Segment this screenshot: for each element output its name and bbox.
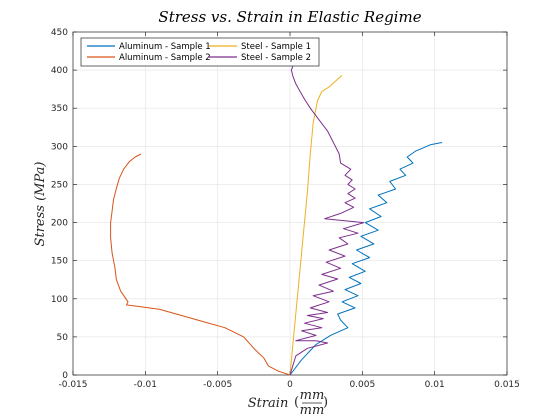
chart-title: Stress vs. Strain in Elastic Regime xyxy=(158,8,421,26)
x-tick-label: -0.01 xyxy=(134,380,157,390)
series-layer xyxy=(110,66,442,376)
x-tick-label: 0 xyxy=(287,380,293,390)
y-tick-label: 250 xyxy=(51,180,68,190)
y-tick-label: 100 xyxy=(51,295,68,305)
y-tick-label: 200 xyxy=(51,219,68,229)
legend: Aluminum - Sample 1 Steel - Sample 1 Alumi… xyxy=(80,37,320,67)
y-axis-label: Stress (MPa) xyxy=(33,162,48,247)
x-tick-label: -0.005 xyxy=(203,380,232,390)
legend-entry: Steel - Sample 1 xyxy=(241,42,311,52)
x-axis-label-paren-open: ( xyxy=(294,395,299,410)
x-tick-label: -0.015 xyxy=(58,380,87,390)
y-tick-label: 50 xyxy=(57,333,69,343)
x-tick-label: 0.01 xyxy=(425,380,445,390)
x-axis-label-paren-close: ) xyxy=(323,395,328,410)
x-axis-label-numerator: mm xyxy=(300,388,325,403)
x-axis-label-text: Strain xyxy=(248,396,289,411)
y-tick-label: 350 xyxy=(51,104,68,114)
legend-entry: Aluminum - Sample 2 xyxy=(119,53,211,63)
x-tick-label: 0.015 xyxy=(494,380,520,390)
legend-entry: Aluminum - Sample 1 xyxy=(119,42,211,52)
y-tick-label: 400 xyxy=(51,66,68,76)
x-axis-label: Strain ( mm mm ) xyxy=(248,388,328,418)
series-line-1 xyxy=(289,142,442,376)
series-line-3 xyxy=(289,75,343,376)
y-tick-label: 0 xyxy=(62,371,68,381)
y-tick-label: 300 xyxy=(51,142,68,152)
x-axis-label-denominator: mm xyxy=(300,403,325,418)
legend-box xyxy=(80,37,320,67)
series-line-4 xyxy=(289,66,365,376)
y-tick-label: 450 xyxy=(51,28,68,38)
series-line-2 xyxy=(110,153,291,376)
y-tick-label: 150 xyxy=(51,257,68,267)
axes: -0.015 -0.01 -0.005 0 0.005 0.01 0.015 0 50 100 15… xyxy=(51,28,520,390)
x-tick-label: 0.005 xyxy=(349,380,375,390)
legend-entry: Steel - Sample 2 xyxy=(241,53,311,63)
